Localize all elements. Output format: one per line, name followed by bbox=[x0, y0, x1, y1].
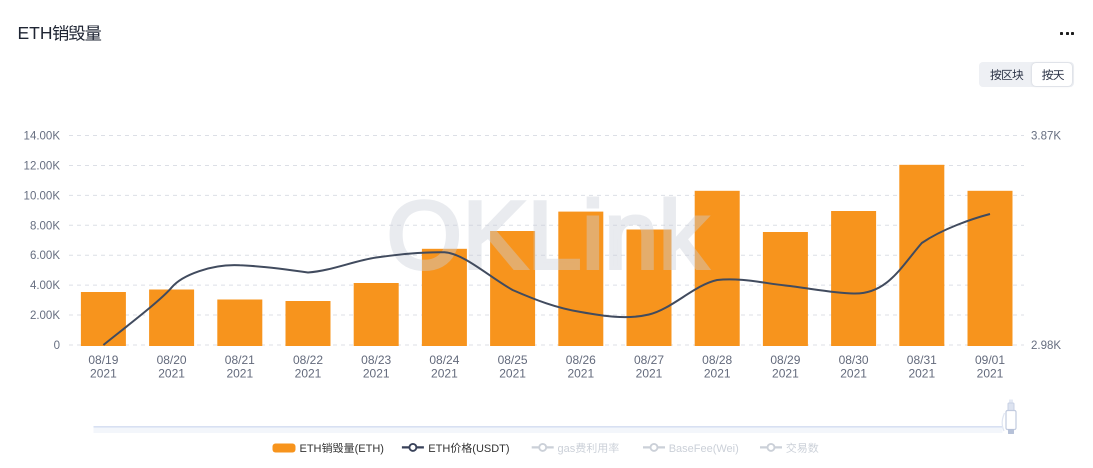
svg-text:6.00K: 6.00K bbox=[30, 250, 60, 262]
svg-text:08/29: 08/29 bbox=[770, 353, 800, 367]
svg-text:8.00K: 8.00K bbox=[30, 220, 60, 232]
svg-text:2021: 2021 bbox=[977, 367, 1004, 381]
svg-text:BaseFee(Wei): BaseFee(Wei) bbox=[669, 443, 739, 455]
svg-text:08/21: 08/21 bbox=[225, 353, 255, 367]
svg-text:2021: 2021 bbox=[363, 367, 390, 381]
svg-text:2021: 2021 bbox=[499, 367, 526, 381]
svg-text:2021: 2021 bbox=[704, 367, 731, 381]
svg-text:08/27: 08/27 bbox=[634, 353, 664, 367]
svg-text:2021: 2021 bbox=[90, 367, 117, 381]
svg-text:ETH: ETH bbox=[428, 443, 450, 455]
svg-text:2021: 2021 bbox=[636, 367, 663, 381]
svg-text:2021: 2021 bbox=[431, 367, 458, 381]
svg-text:08/31: 08/31 bbox=[907, 353, 937, 367]
svg-text:(ETH): (ETH) bbox=[355, 443, 384, 455]
svg-text:2021: 2021 bbox=[908, 367, 935, 381]
svg-text:08/30: 08/30 bbox=[839, 353, 869, 367]
svg-text:2021: 2021 bbox=[226, 367, 253, 381]
svg-text:2021: 2021 bbox=[840, 367, 867, 381]
svg-text:2021: 2021 bbox=[772, 367, 799, 381]
svg-text:10.00K: 10.00K bbox=[24, 190, 61, 202]
svg-text:2021: 2021 bbox=[158, 367, 185, 381]
svg-text:3.87K: 3.87K bbox=[1031, 131, 1061, 143]
svg-text:08/23: 08/23 bbox=[361, 353, 391, 367]
svg-text:09/01: 09/01 bbox=[975, 353, 1005, 367]
svg-text:08/28: 08/28 bbox=[702, 353, 732, 367]
svg-text:08/22: 08/22 bbox=[293, 353, 323, 367]
svg-text:12.00K: 12.00K bbox=[24, 161, 61, 173]
svg-text:08/19: 08/19 bbox=[88, 353, 118, 367]
svg-text:08/24: 08/24 bbox=[429, 353, 459, 367]
svg-text:4.00K: 4.00K bbox=[30, 280, 60, 292]
svg-text:08/25: 08/25 bbox=[498, 353, 528, 367]
svg-text:(USDT): (USDT) bbox=[472, 443, 509, 455]
svg-text:gas: gas bbox=[558, 443, 576, 455]
svg-text:2.98K: 2.98K bbox=[1031, 340, 1061, 352]
svg-text:0: 0 bbox=[54, 340, 60, 352]
svg-text:14.00K: 14.00K bbox=[24, 131, 61, 143]
svg-text:2021: 2021 bbox=[567, 367, 594, 381]
svg-text:ETH: ETH bbox=[300, 443, 322, 455]
svg-text:08/26: 08/26 bbox=[566, 353, 596, 367]
svg-text:2.00K: 2.00K bbox=[30, 310, 60, 322]
svg-text:2021: 2021 bbox=[295, 367, 322, 381]
svg-text:ETH: ETH bbox=[18, 23, 53, 43]
svg-text:OKLink: OKLink bbox=[387, 182, 708, 289]
svg-text:08/20: 08/20 bbox=[157, 353, 187, 367]
